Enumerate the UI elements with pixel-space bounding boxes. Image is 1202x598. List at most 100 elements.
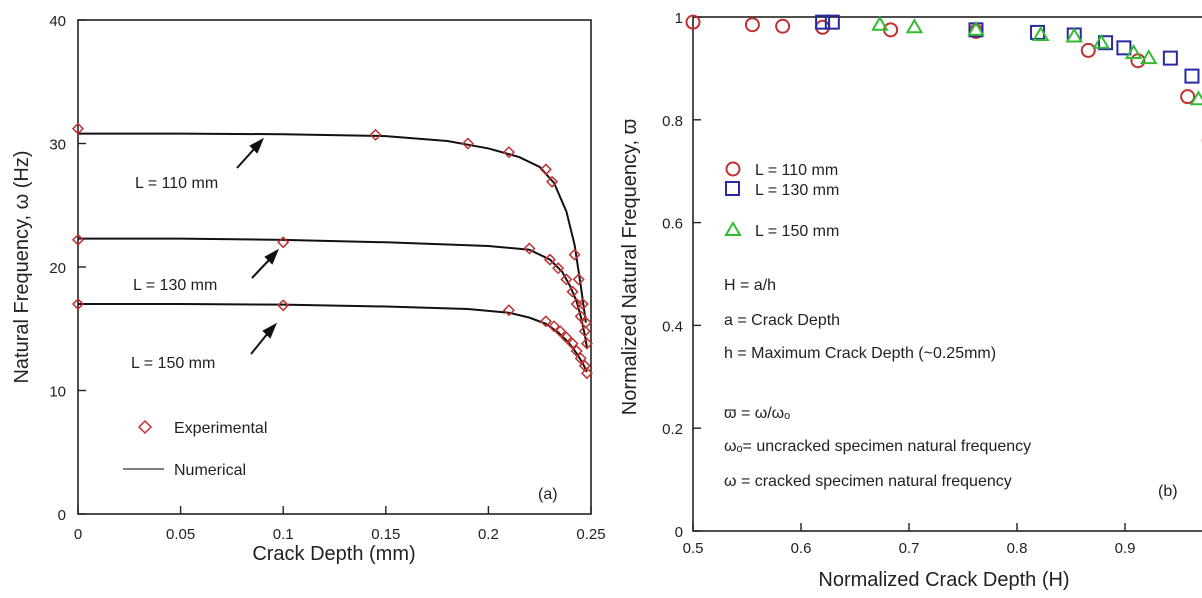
experimental-point [554, 325, 567, 338]
annotation-omega-0: ωₒ= uncracked specimen natural frequency [724, 438, 1031, 455]
point-l130 [1116, 40, 1132, 56]
point-l150 [1140, 49, 1158, 65]
y-tick-label: 0.4 [662, 318, 683, 335]
experimental-point [560, 273, 573, 286]
point-l130 [1162, 50, 1178, 66]
numerical-line [78, 303, 588, 373]
experimental-point [566, 337, 579, 350]
annotation-omega: ω = cracked specimen natural frequency [724, 473, 1012, 490]
annotation-a-definition: a = Crack Depth [724, 312, 840, 329]
x-tick-label: 0 [74, 526, 82, 543]
x-tick-label: 0.25 [576, 526, 605, 543]
point-l150 [871, 15, 889, 31]
panel-a-ticks: 0 0.05 0.1 0.15 0.2 0.25 0 10 20 30 40 [49, 13, 605, 543]
legend-l110-label: L = 110 mm [755, 162, 838, 179]
y-tick-label: 0.6 [662, 216, 683, 233]
legend-experimental-label: Experimental [174, 420, 267, 437]
legend-l130-marker [725, 181, 740, 196]
experimental-point [71, 297, 85, 311]
panel-b-legend: L = 110 mm L = 130 mm L = 150 mm [724, 161, 839, 240]
experimental-point [570, 344, 583, 358]
legend-l150-label: L = 150 mm [755, 223, 839, 240]
numerical-line [78, 132, 587, 323]
experimental-point [502, 304, 515, 317]
experimental-point [560, 331, 573, 344]
y-tick-label: 1 [675, 10, 683, 27]
experimental-point [568, 248, 581, 261]
y-tick-label: 40 [49, 13, 66, 30]
experimental-point [545, 175, 559, 188]
annotation-h-definition: H = a/h [724, 277, 776, 294]
experimental-point [548, 320, 561, 333]
point-l150 [967, 20, 985, 36]
label-l110: L = 110 mm [135, 175, 218, 192]
experimental-point [523, 242, 536, 255]
point-l110 [1080, 42, 1096, 58]
point-l130 [1184, 68, 1200, 84]
x-tick-label: 0.7 [899, 540, 920, 557]
panel-b-x-axis-label: Normalized Crack Depth (H) [818, 569, 1069, 591]
point-l150 [1065, 27, 1083, 43]
point-l150 [1124, 43, 1143, 59]
legend-experimental-marker [137, 419, 153, 435]
point-l110 [775, 18, 791, 34]
experimental-point [539, 315, 552, 328]
panel-b-plot-frame [692, 16, 1202, 532]
x-tick-label: 0.15 [371, 526, 400, 543]
point-l110 [1180, 89, 1196, 105]
arrow-head-l150 [262, 322, 278, 339]
point-l150 [905, 18, 924, 34]
arrow-head-l130 [264, 248, 280, 265]
arrow-l130 [251, 258, 271, 279]
legend-l130-label: L = 130 mm [755, 182, 839, 199]
experimental-point [580, 337, 593, 350]
x-tick-label: 0.9 [1115, 540, 1136, 557]
y-tick-label: 10 [49, 384, 66, 401]
point-l110 [815, 19, 831, 35]
x-tick-label: 0.05 [166, 526, 195, 543]
legend-numerical-label: Numerical [174, 462, 246, 479]
label-l130: L = 130 mm [133, 277, 217, 294]
point-l110 [744, 17, 760, 33]
point-l130 [824, 14, 840, 30]
panel-a-y-axis-label: Natural Frequency, ω (Hz) [11, 150, 33, 383]
x-tick-label: 0.8 [1007, 540, 1028, 557]
panel-b-chart: 0.50.60.70.80.9100.20.40.60.81 L = 110 m… [619, 10, 1202, 591]
legend-l150-marker [724, 221, 742, 236]
annotation-omega-bar: ϖ = ω/ωₒ [724, 405, 790, 422]
experimental-point [578, 325, 591, 338]
label-l150: L = 150 mm [131, 355, 215, 372]
y-tick-label: 0 [675, 524, 683, 541]
arrow-l150 [250, 332, 269, 355]
y-tick-label: 0.2 [662, 421, 683, 438]
experimental-point [539, 163, 552, 176]
numerical-line [78, 237, 588, 348]
x-tick-label: 0.1 [273, 526, 294, 543]
panel-a-experimental-points [71, 122, 593, 380]
experimental-point [574, 310, 587, 323]
x-tick-label: 0.5 [683, 540, 704, 557]
panel-b-points [685, 14, 1202, 143]
experimental-point [580, 367, 593, 380]
legend-l110-marker [725, 161, 741, 177]
panel-a-numerical-lines [78, 132, 588, 373]
y-tick-label: 30 [49, 137, 66, 154]
experimental-point [277, 299, 290, 312]
experimental-point [369, 128, 382, 141]
panel-a-legend: Experimental Numerical [123, 419, 267, 479]
experimental-point [71, 233, 85, 246]
panel-b-label: (b) [1158, 483, 1178, 500]
experimental-point [552, 262, 565, 275]
experimental-point [277, 236, 290, 249]
arrow-l110 [236, 147, 256, 169]
annotation-max-depth: h = Maximum Crack Depth (~0.25mm) [724, 345, 996, 362]
y-tick-label: 0.8 [662, 113, 683, 130]
panel-a-x-axis-label: Crack Depth (mm) [252, 543, 415, 565]
experimental-point [71, 122, 85, 135]
point-l130 [1098, 35, 1114, 51]
panel-b-y-axis-label: Normalized Natural Frequency, ϖ [619, 119, 641, 415]
point-l110 [685, 14, 701, 30]
y-tick-label: 20 [49, 260, 66, 277]
